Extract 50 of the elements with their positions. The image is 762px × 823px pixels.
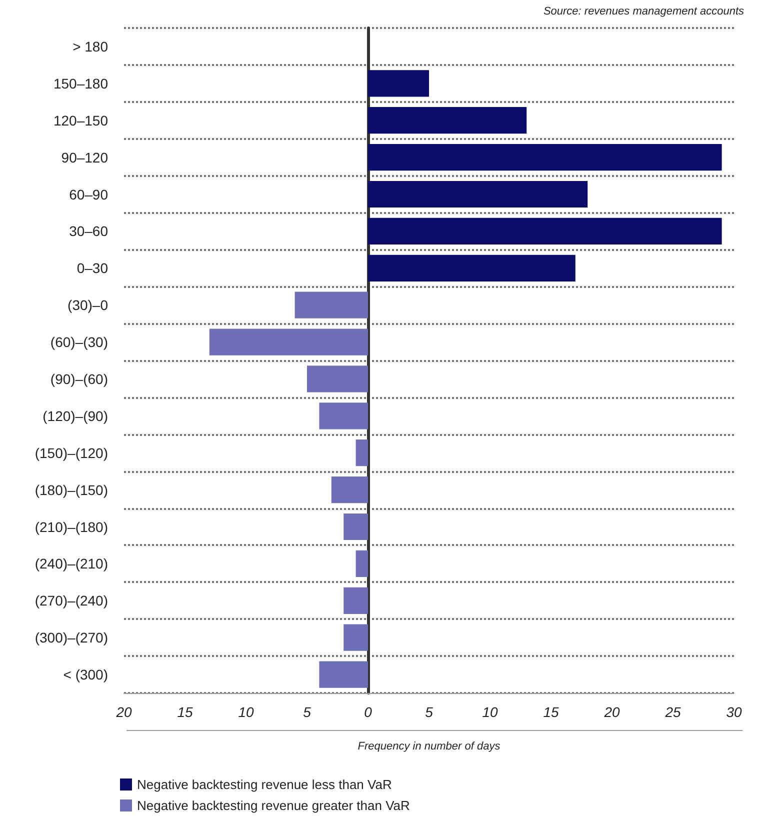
x-tick-label: 5 bbox=[425, 704, 434, 720]
y-tick-label: (300)–(270) bbox=[34, 630, 108, 646]
y-tick-label: (90)–(60) bbox=[50, 370, 108, 387]
x-tick-label: 30 bbox=[726, 704, 742, 720]
y-tick-label: (270)–(240) bbox=[34, 592, 108, 609]
legend-label: Negative backtesting revenue greater than VaR bbox=[137, 798, 410, 813]
bar bbox=[319, 402, 368, 430]
bar bbox=[368, 254, 576, 282]
x-tick-label: 5 bbox=[303, 704, 312, 720]
y-tick-label: (120)–(90) bbox=[42, 408, 108, 424]
y-tick-label: > 180 bbox=[72, 38, 108, 54]
bar bbox=[368, 218, 722, 244]
y-tick-label: (60)–(30) bbox=[50, 334, 108, 350]
bar bbox=[368, 144, 722, 171]
y-tick-label: 150–180 bbox=[53, 75, 108, 92]
bar bbox=[368, 70, 429, 97]
y-tick-label: (150)–(120) bbox=[34, 444, 108, 461]
x-tick-label: 0 bbox=[364, 704, 372, 720]
x-tick-label: 15 bbox=[177, 704, 193, 720]
y-tick-label: 30–60 bbox=[69, 223, 108, 240]
x-tick-label: 20 bbox=[115, 704, 132, 720]
x-tick-label: 10 bbox=[238, 704, 254, 720]
y-tick-label: 0–30 bbox=[76, 260, 108, 276]
y-tick-label: 120–150 bbox=[53, 112, 108, 128]
y-tick-label: (240)–(210) bbox=[34, 556, 108, 572]
y-tick-label: (180)–(150) bbox=[34, 482, 108, 498]
bar bbox=[294, 292, 368, 318]
bar bbox=[331, 476, 368, 504]
source-note: Source: revenues management accounts bbox=[543, 6, 744, 18]
y-tick-label: 90–120 bbox=[61, 149, 108, 166]
bar bbox=[356, 440, 368, 466]
x-tick-label: 20 bbox=[603, 704, 620, 720]
bar bbox=[319, 661, 368, 688]
y-tick-label: (30)–0 bbox=[68, 297, 108, 314]
bar bbox=[356, 550, 368, 577]
y-tick-label: (210)–(180) bbox=[34, 518, 108, 535]
bar bbox=[344, 587, 368, 614]
x-axis-title: Frequency in number of days bbox=[358, 740, 501, 752]
bar bbox=[368, 107, 527, 134]
bar bbox=[368, 180, 588, 208]
x-tick-label: 10 bbox=[482, 704, 498, 720]
x-tick-label: 25 bbox=[664, 704, 681, 720]
y-tick-label: 60–90 bbox=[69, 186, 108, 202]
y-tick-label: < (300) bbox=[63, 666, 108, 683]
bar bbox=[209, 328, 368, 356]
legend-label: Negative backtesting revenue less than VaR bbox=[137, 777, 392, 792]
x-tick-label: 15 bbox=[543, 704, 559, 720]
bar bbox=[344, 513, 368, 540]
bar bbox=[344, 624, 368, 651]
bar bbox=[307, 366, 368, 392]
